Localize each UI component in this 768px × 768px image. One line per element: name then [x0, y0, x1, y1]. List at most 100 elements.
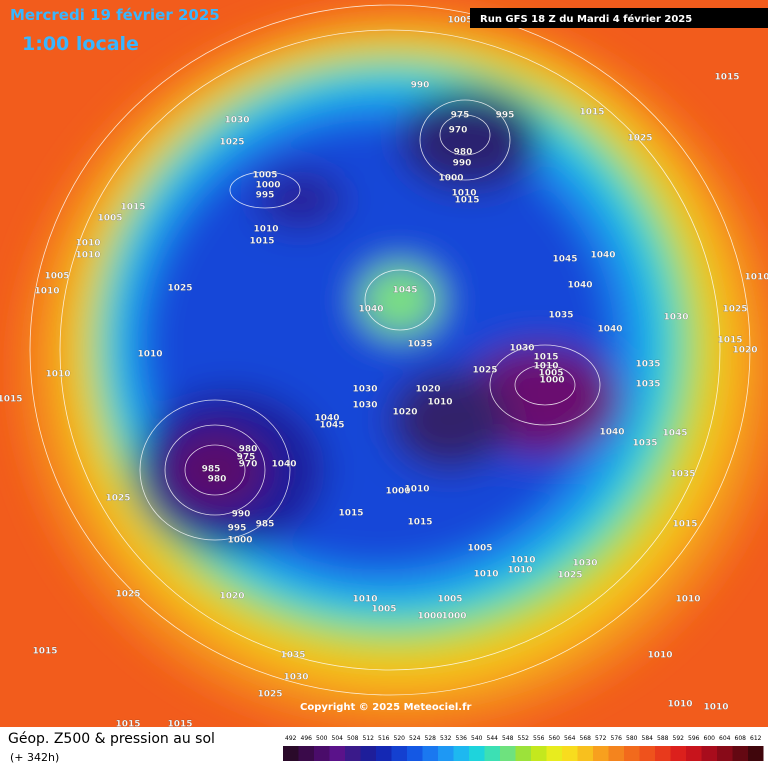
legend-swatch: [686, 746, 702, 761]
legend-label: 536: [456, 735, 468, 742]
pressure-label: 1035: [280, 651, 305, 661]
pressure-label: 1045: [552, 255, 577, 265]
pressure-label: 1045: [662, 429, 687, 439]
legend-swatch: [329, 746, 345, 761]
pressure-label: 1010: [451, 189, 476, 199]
pressure-label: 1030: [283, 673, 308, 683]
pressure-label: 980: [454, 148, 473, 158]
legend-swatch: [484, 746, 500, 761]
pressure-label: 1010: [647, 651, 672, 661]
pressure-label: 1010: [34, 287, 59, 297]
pressure-label: 1010: [473, 570, 498, 580]
legend-label: 500: [316, 735, 328, 742]
pressure-label: 1015: [32, 647, 57, 657]
footer-lead: (+ 342h): [10, 751, 59, 764]
legend-label: 604: [719, 735, 731, 742]
legend-swatch: [717, 746, 733, 761]
footer: Géop. Z500 & pression au sol (+ 342h) 49…: [0, 727, 768, 768]
legend-label: 572: [595, 735, 607, 742]
pressure-label: 975: [451, 111, 470, 121]
legend-swatch: [577, 746, 593, 761]
legend-label: 508: [347, 735, 359, 742]
pressure-label: 1015: [717, 336, 742, 346]
legend-label: 524: [409, 735, 421, 742]
pressure-label: 1010: [253, 225, 278, 235]
pressure-label: 1010: [75, 239, 100, 249]
pressure-label: 1020: [732, 346, 757, 356]
pressure-label: 1015: [533, 353, 558, 363]
pressure-label: 990: [453, 159, 472, 169]
pressure-label: 1030: [509, 344, 534, 354]
pressure-label: 970: [449, 126, 468, 136]
pressure-label: 1035: [632, 439, 657, 449]
pressure-label: 1040: [567, 281, 592, 291]
pressure-label: 1025: [557, 571, 582, 581]
legend-swatch: [593, 746, 609, 761]
pressure-label: 1000: [539, 376, 564, 386]
pressure-label: 1010: [507, 566, 532, 576]
legend-label: 568: [580, 735, 592, 742]
pressure-label: 985: [202, 465, 221, 475]
pressure-label: 980: [208, 475, 227, 485]
legend-swatch: [546, 746, 562, 761]
pressure-label: 1030: [224, 116, 249, 126]
pressure-label: 1035: [635, 360, 660, 370]
legend-label: 496: [301, 735, 313, 742]
pressure-label: 1005: [371, 605, 396, 615]
pressure-label: 1010: [45, 370, 70, 380]
legend-label: 492: [285, 735, 297, 742]
pressure-label: 1010: [510, 556, 535, 566]
pressure-label: 1040: [597, 325, 622, 335]
pressure-label: 1015: [454, 196, 479, 206]
pressure-label: 1005: [538, 369, 563, 379]
copyright: Copyright © 2025 Meteociel.fr: [300, 702, 471, 713]
legend-label: 600: [704, 735, 716, 742]
pressure-label: 1010: [137, 350, 162, 360]
legend-swatch: [360, 746, 376, 761]
legend-label: 540: [471, 735, 483, 742]
pressure-label: 990: [232, 510, 251, 520]
isobars: [29, 4, 751, 696]
legend-label: 556: [533, 735, 545, 742]
legend-swatch: [283, 746, 299, 761]
pressure-label: 1005: [252, 171, 277, 181]
pressure-label: 1015: [167, 720, 192, 728]
time: 1:00 locale: [22, 33, 139, 55]
legend-swatch: [670, 746, 686, 761]
pressure-label: 1000: [417, 612, 442, 622]
pressure-label: 1035: [548, 311, 573, 321]
pressure-label: 1020: [392, 408, 417, 418]
pressure-label: 1045: [392, 286, 417, 296]
pressure-label: 1035: [670, 470, 695, 480]
pressure-label: 1010: [744, 273, 768, 283]
legend-swatch: [469, 746, 485, 761]
legend-label: 548: [502, 735, 514, 742]
legend-swatch: [562, 746, 578, 761]
legend-swatch: [655, 746, 671, 761]
legend-label: 584: [642, 735, 654, 742]
legend-swatch: [407, 746, 423, 761]
pressure-label: 1025: [472, 366, 497, 376]
legend-label: 592: [673, 735, 685, 742]
pressure-label: 1030: [572, 559, 597, 569]
legend-swatch: [391, 746, 407, 761]
pressure-label: 1030: [352, 385, 377, 395]
legend-swatch: [438, 746, 454, 761]
pressure-label: 1035: [407, 340, 432, 350]
pressure-label: 1000: [438, 174, 463, 184]
pressure-label: 1010: [667, 700, 692, 710]
pressure-label: 1025: [105, 494, 130, 504]
legend-swatch: [298, 746, 314, 761]
pressure-label: 1035: [635, 380, 660, 390]
legend-swatch: [515, 746, 531, 761]
legend-label: 560: [549, 735, 561, 742]
pressure-label: 1025: [257, 690, 282, 700]
legend-label: 596: [688, 735, 700, 742]
pressure-label: 1015: [672, 520, 697, 530]
legend-label: 612: [750, 735, 762, 742]
pressure-label: 1040: [590, 251, 615, 261]
pressure-label: 995: [228, 524, 247, 534]
pressure-label: 1025: [219, 138, 244, 148]
pressure-label: 1005: [437, 595, 462, 605]
